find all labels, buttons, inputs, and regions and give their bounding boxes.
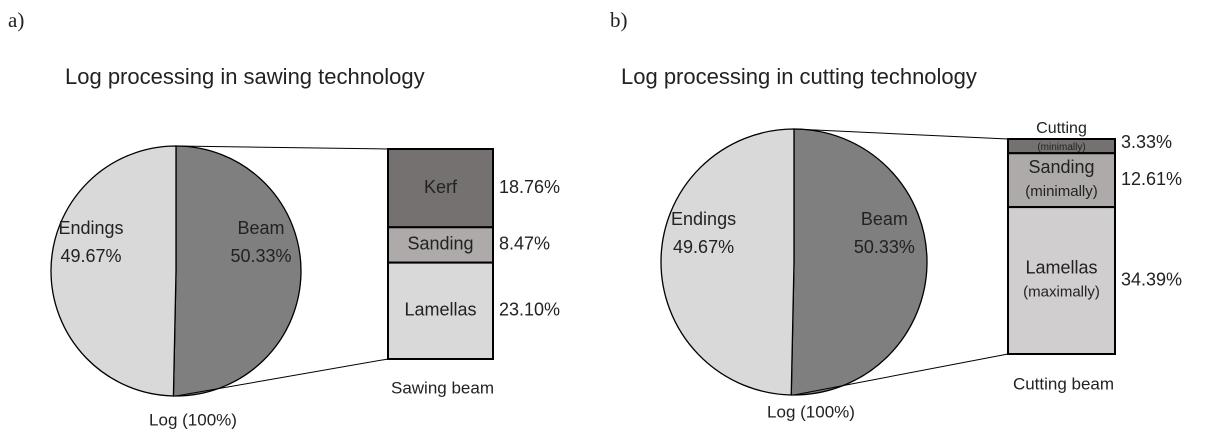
bar-segment — [387, 261, 494, 360]
chart-title: Log processing in cutting technology — [621, 64, 977, 89]
slice-value: 50.33% — [854, 237, 915, 257]
bar-label: Sanding — [407, 234, 473, 254]
bar-label: Sanding — [1028, 157, 1094, 177]
pie-slice — [790, 128, 928, 396]
connector — [175, 358, 389, 397]
chart-title: Log processing in sawing technology — [65, 64, 425, 89]
connector — [793, 353, 1009, 396]
bar-segment — [387, 226, 494, 264]
pie-caption: Log (100%) — [767, 402, 855, 421]
slice-label: Beam — [861, 209, 908, 229]
panel-label: a) — [8, 8, 24, 32]
slice-label: Endings — [671, 209, 736, 229]
connector — [175, 145, 389, 150]
pie-slice — [660, 128, 795, 396]
slice-value: 50.33% — [230, 246, 291, 266]
slice-value: 49.67% — [60, 246, 121, 266]
bar-value: 23.10% — [499, 300, 560, 320]
slice-value: 49.67% — [673, 237, 734, 257]
connector — [793, 128, 1009, 140]
bar-note: (maximally) — [1023, 284, 1100, 301]
bar-label: Cutting — [1036, 120, 1087, 137]
bar-value: 3.33% — [1121, 132, 1172, 152]
bar-value: 8.47% — [499, 234, 550, 254]
bar-value: 34.39% — [1121, 269, 1182, 289]
bar-caption: Sawing beam — [391, 378, 494, 397]
bar-note: (minimally) — [1025, 183, 1098, 200]
slice-label: Beam — [237, 218, 284, 238]
panel-label: b) — [610, 8, 628, 32]
pie-caption: Log (100%) — [149, 410, 237, 429]
bar-caption: Cutting beam — [1013, 374, 1114, 393]
slice-label: Endings — [58, 218, 123, 238]
bar-note: (minimally) — [1037, 142, 1085, 153]
bar-value: 18.76% — [499, 177, 560, 197]
pie-slice — [50, 145, 177, 397]
bar-label: Kerf — [424, 177, 458, 197]
bar-label: Lamellas — [404, 300, 476, 320]
bar-label: Lamellas — [1025, 257, 1097, 277]
bar-segment — [1007, 206, 1116, 355]
bar-value: 12.61% — [1121, 169, 1182, 189]
pie-slice — [172, 145, 302, 397]
